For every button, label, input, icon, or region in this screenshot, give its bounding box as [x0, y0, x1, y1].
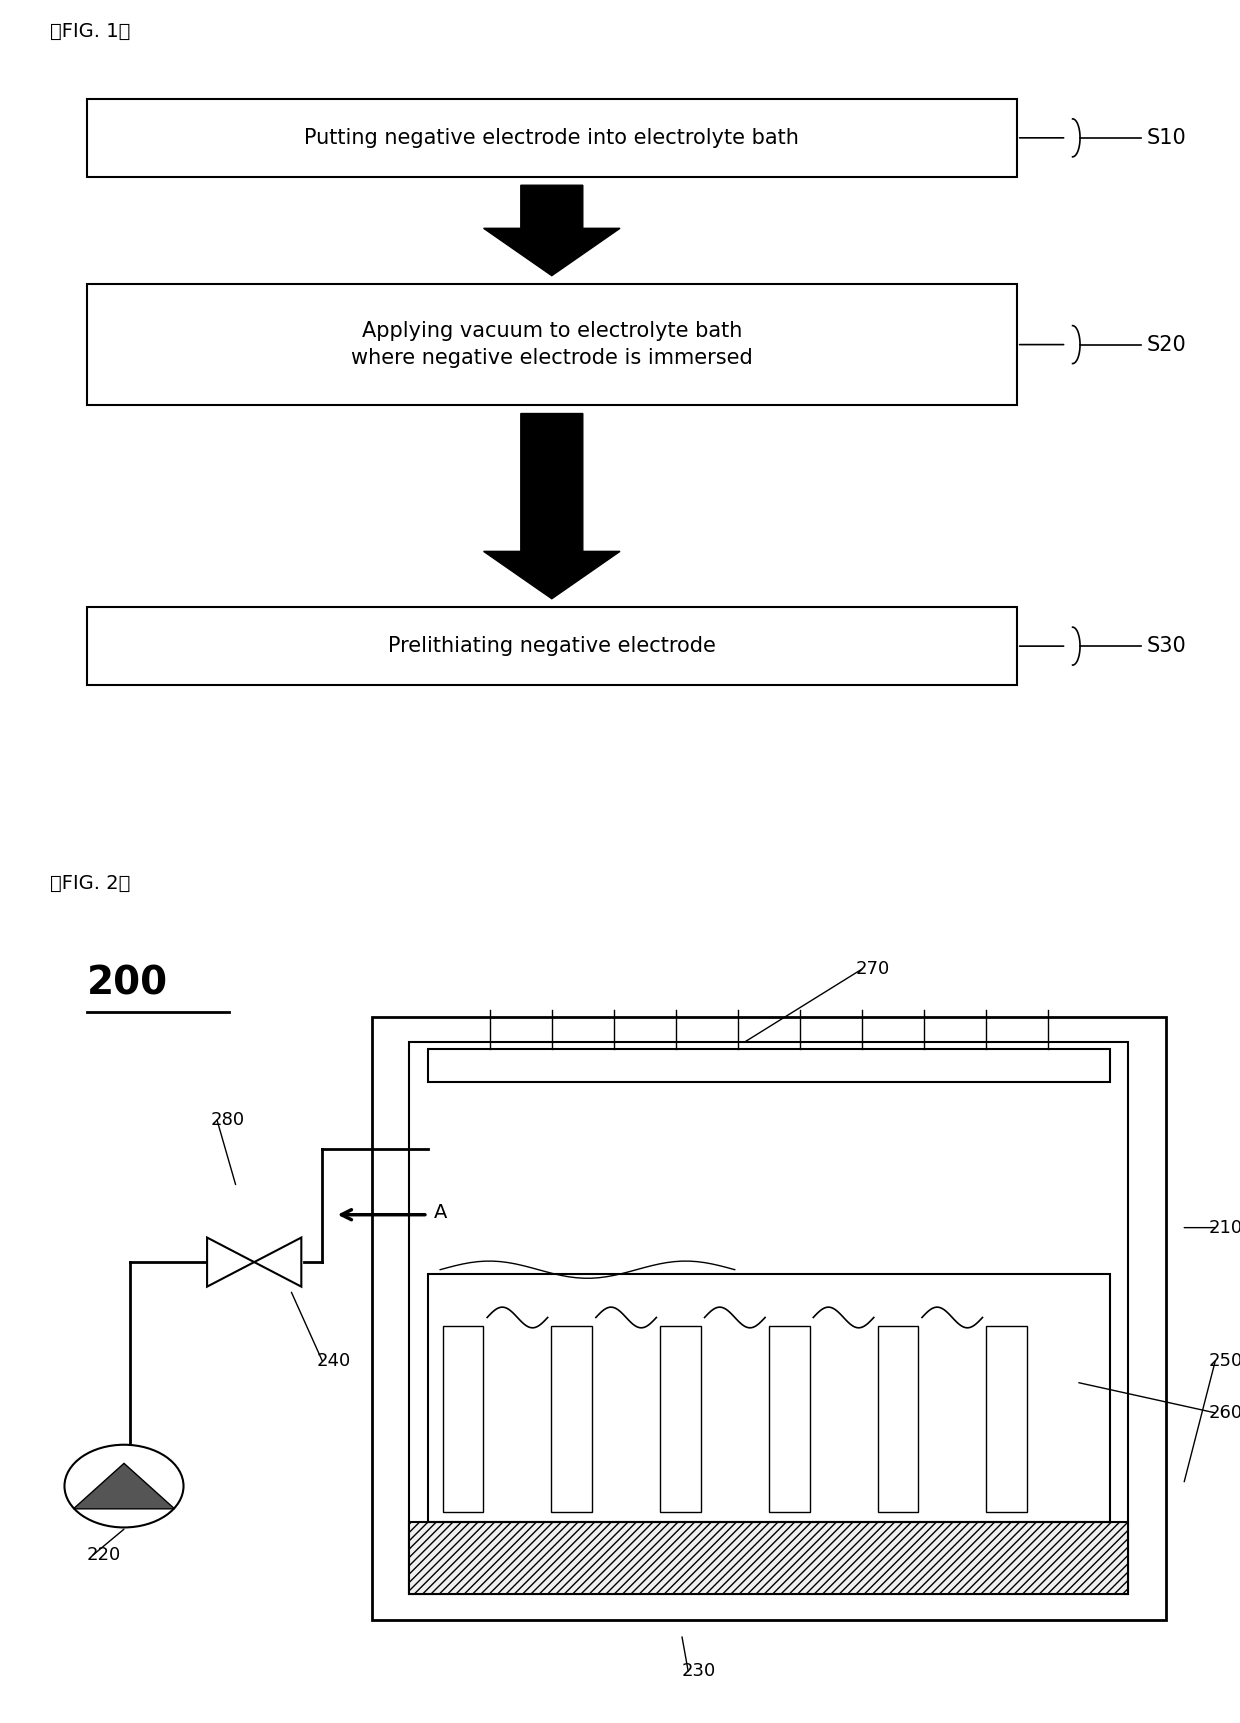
Text: 【FIG. 1】: 【FIG. 1】 [50, 21, 130, 41]
Polygon shape [207, 1237, 254, 1287]
FancyBboxPatch shape [87, 100, 1017, 177]
Text: 200: 200 [87, 965, 167, 1003]
Text: Prelithiating negative electrode: Prelithiating negative electrode [388, 636, 715, 656]
Polygon shape [484, 186, 620, 276]
Text: S30: S30 [1147, 636, 1187, 656]
Text: 220: 220 [87, 1546, 122, 1564]
Bar [878, 1327, 919, 1513]
FancyBboxPatch shape [87, 284, 1017, 405]
Polygon shape [73, 1463, 175, 1509]
Bar [443, 1327, 484, 1513]
Bar [409, 1042, 1128, 1594]
Bar [660, 1327, 701, 1513]
Text: 210: 210 [1209, 1218, 1240, 1237]
Bar [769, 1327, 810, 1513]
Text: S10: S10 [1147, 128, 1187, 148]
Text: 【FIG. 2】: 【FIG. 2】 [50, 875, 130, 894]
Text: 270: 270 [856, 960, 890, 979]
Text: A: A [434, 1203, 448, 1222]
Text: 260: 260 [1209, 1404, 1240, 1421]
Bar [986, 1327, 1027, 1513]
Polygon shape [484, 414, 620, 600]
Text: 230: 230 [682, 1663, 717, 1680]
FancyBboxPatch shape [87, 608, 1017, 684]
Circle shape [64, 1444, 184, 1527]
Bar [372, 1017, 1166, 1620]
Bar [409, 1521, 1128, 1594]
Bar [428, 1273, 1110, 1521]
Text: 250: 250 [1209, 1353, 1240, 1370]
Text: S20: S20 [1147, 334, 1187, 355]
Polygon shape [254, 1237, 301, 1287]
Text: Putting negative electrode into electrolyte bath: Putting negative electrode into electrol… [304, 128, 800, 148]
Text: 240: 240 [316, 1353, 351, 1370]
Text: 280: 280 [211, 1111, 246, 1129]
Bar [552, 1327, 593, 1513]
Bar [428, 1049, 1110, 1082]
Text: Applying vacuum to electrolyte bath
where negative electrode is immersed: Applying vacuum to electrolyte bath wher… [351, 322, 753, 367]
